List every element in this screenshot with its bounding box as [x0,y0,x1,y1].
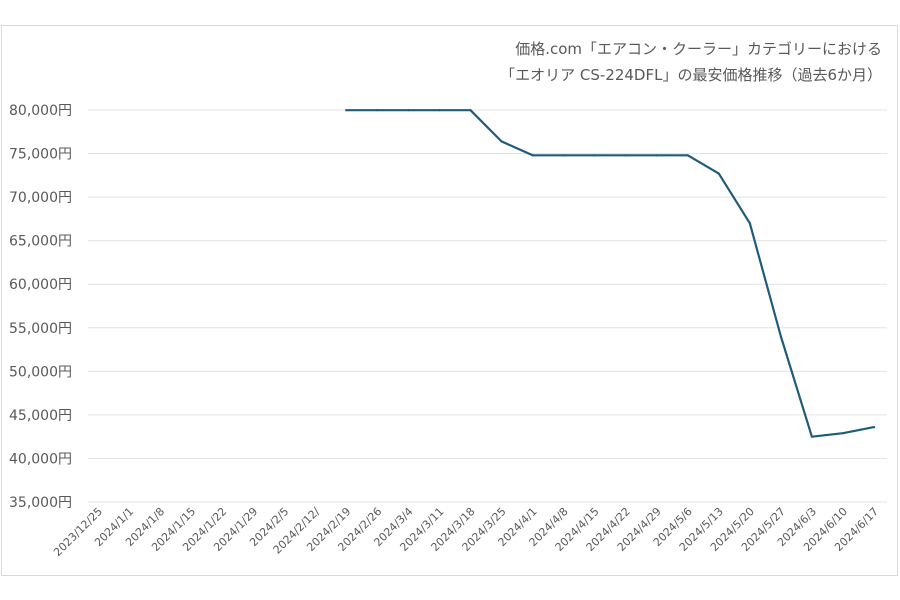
data-point [438,109,441,112]
y-tick-label: 50,000円 [9,364,72,380]
y-tick-label: 60,000円 [9,277,72,293]
y-tick-label: 70,000円 [9,190,72,206]
x-axis: 2023/12/252024/1/12024/1/82024/1/152024/… [51,505,881,559]
data-point [376,109,379,112]
data-point [872,425,876,429]
y-tick-label: 65,000円 [9,234,72,250]
chart-frame [1,25,898,576]
y-axis: 35,000円 40,000円 45,000円 50,000円 55,000円 60,00… [9,103,72,511]
y-tick-label: 80,000円 [9,103,72,119]
data-point [779,335,782,338]
data-point [593,154,596,157]
data-point [345,109,348,112]
y-tick-label: 40,000円 [9,451,72,467]
data-point [500,140,503,143]
y-tick-label: 45,000円 [9,408,72,424]
data-point [469,109,472,112]
data-point [748,222,751,225]
y-tick-label: 35,000円 [9,495,72,511]
data-point [407,109,410,112]
gridlines [88,109,887,503]
chart-title-line2: 「エオリア CS-224DFL」の最安価格推移（過去6か月） [500,66,882,84]
y-tick-label: 75,000円 [9,147,72,163]
data-point [655,154,658,157]
data-point [810,435,814,438]
y-tick-label: 55,000円 [9,321,72,337]
x-tick-label: 2023/12/25 [51,505,105,559]
series-price [345,109,876,438]
data-point [841,432,845,435]
data-point [531,154,534,157]
chart-title-line1: 価格.com「エアコン・クーラー」カテゴリーにおける [515,40,882,58]
data-point [686,154,689,157]
data-point [717,172,720,175]
data-point [562,154,565,157]
data-point [624,154,627,157]
series-line [345,109,876,438]
